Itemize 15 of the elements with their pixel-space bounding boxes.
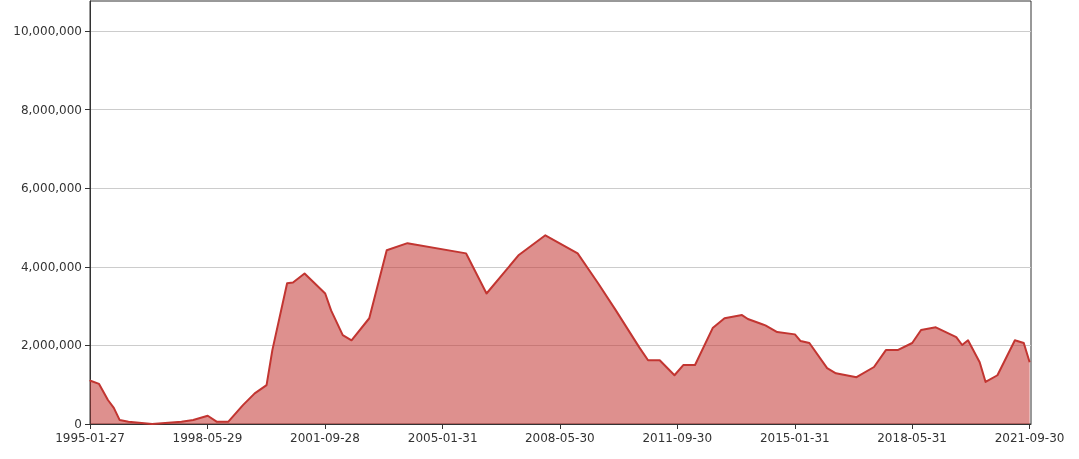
y-tick-label: 10,000,000 (13, 23, 82, 38)
x-tick-label: 2018-05-31 (877, 431, 947, 445)
y-tick-label: 0 (74, 417, 82, 431)
x-tick-label: 2005-01-31 (407, 431, 478, 445)
x-tick-label: 2015-01-31 (759, 431, 830, 445)
y-tick-label: 4,000,000 (20, 259, 82, 274)
x-tick-label: 1998-05-29 (172, 431, 243, 445)
y-tick-label: 8,000,000 (20, 102, 82, 117)
y-tick-label: 2,000,000 (20, 338, 82, 353)
x-tick-label: 2008-05-30 (524, 431, 595, 445)
y-tick-label: 6,000,000 (20, 181, 82, 196)
x-tick-label: 2001-09-28 (290, 431, 360, 445)
x-tick-label: 1995-01-27 (55, 431, 125, 445)
x-tick-label: 2021-09-30 (994, 431, 1065, 445)
x-tick-label: 2011-09-30 (642, 431, 713, 445)
